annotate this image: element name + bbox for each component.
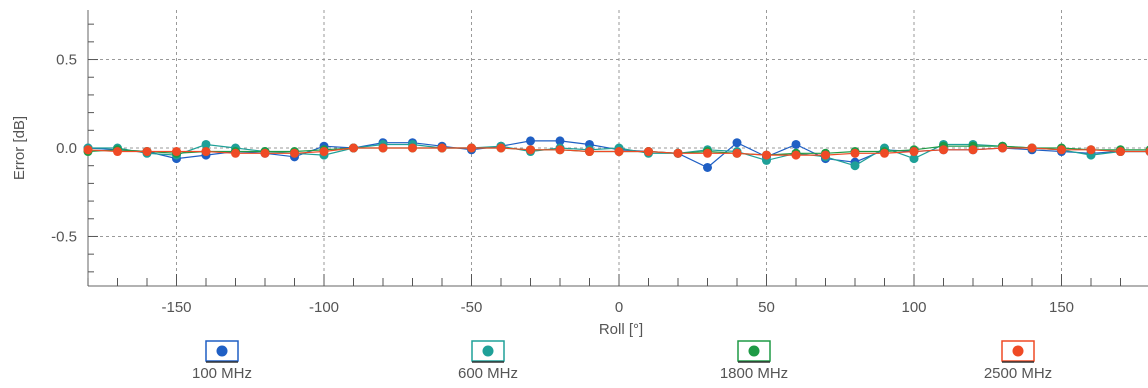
- legend-marker: [1012, 345, 1024, 357]
- data-point: [526, 145, 535, 155]
- data-series: [83, 136, 1148, 172]
- x-tick-label: -50: [461, 299, 483, 316]
- y-tick-label: 0.5: [56, 52, 77, 69]
- tick-labels: -150 -100 -50 0 50 100 150 0.5 0.0 -0.5: [51, 52, 1074, 316]
- data-point: [467, 143, 476, 153]
- x-tick-label: 50: [758, 299, 775, 316]
- data-point: [83, 145, 93, 155]
- legend-item: 600 MHz: [458, 340, 518, 382]
- data-point: [998, 143, 1007, 153]
- data-point: [526, 136, 535, 146]
- data-point: [644, 147, 653, 157]
- legend-label: 600 MHz: [458, 365, 518, 382]
- data-point: [142, 147, 152, 157]
- tick-marks: [87, 23, 1121, 286]
- data-point: [968, 145, 978, 155]
- data-point: [437, 143, 447, 153]
- x-tick-label: 0: [615, 299, 623, 316]
- data-point: [1145, 147, 1148, 156]
- data-point: [673, 148, 683, 158]
- series-2500-mhz: [83, 143, 1148, 160]
- data-point: [850, 161, 860, 171]
- y-tick-label: -0.5: [51, 228, 77, 245]
- data-point: [408, 143, 417, 153]
- data-point: [1027, 143, 1037, 153]
- x-tick-label: 150: [1049, 299, 1074, 316]
- legend-label: 1800 MHz: [720, 365, 788, 382]
- data-point: [614, 147, 624, 157]
- data-point: [1086, 145, 1096, 155]
- legend-marker: [216, 345, 228, 357]
- data-point: [880, 148, 889, 158]
- x-tick-label: -100: [309, 299, 339, 316]
- data-point: [791, 139, 801, 149]
- data-point: [585, 147, 594, 157]
- data-point: [260, 148, 270, 158]
- data-point: [290, 148, 299, 158]
- data-point: [113, 147, 122, 157]
- legend: 100 MHz 600 MHz 1800 MHz 2500 MHz: [192, 340, 1052, 382]
- legend-label: 100 MHz: [192, 365, 252, 382]
- legend-marker: [482, 345, 494, 357]
- legend-item: 1800 MHz: [720, 340, 788, 382]
- data-point: [319, 147, 329, 157]
- data-point: [909, 154, 919, 164]
- data-point: [201, 139, 211, 149]
- x-axis-label: Roll [°]: [599, 321, 643, 338]
- data-point: [703, 162, 712, 172]
- legend-label: 2500 MHz: [984, 365, 1052, 382]
- data-point: [349, 143, 358, 153]
- data-point: [555, 136, 565, 146]
- data-point: [939, 145, 948, 155]
- y-axis-label: Error [dB]: [11, 116, 28, 180]
- data-point: [762, 150, 771, 160]
- data-point: [231, 148, 240, 158]
- data-point: [909, 147, 919, 157]
- legend-marker: [748, 345, 760, 357]
- y-tick-label: 0.0: [56, 140, 77, 157]
- data-point: [791, 150, 801, 160]
- data-point: [1116, 147, 1125, 157]
- data-point: [378, 143, 388, 153]
- legend-item: 2500 MHz: [984, 340, 1052, 382]
- data-point: [1057, 145, 1066, 155]
- legend-item: 100 MHz: [192, 340, 252, 382]
- x-tick-label: 100: [901, 299, 926, 316]
- data-point: [496, 143, 506, 153]
- data-point: [732, 148, 742, 158]
- x-tick-label: -150: [161, 299, 191, 316]
- data-point: [821, 150, 830, 160]
- data-point: [703, 148, 712, 158]
- data-point: [850, 148, 860, 158]
- data-point: [201, 147, 211, 157]
- data-point: [172, 147, 181, 157]
- data-point: [555, 145, 565, 155]
- data-point: [732, 138, 742, 148]
